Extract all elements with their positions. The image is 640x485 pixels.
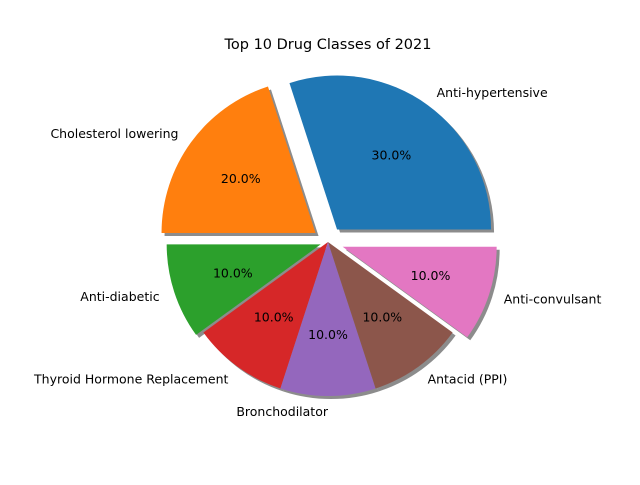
percent-label-cholesterol-lowering: 20.0% bbox=[221, 171, 261, 186]
chart-title: Top 10 Drug Classes of 2021 bbox=[224, 37, 432, 53]
slice-bronchodilator bbox=[280, 242, 376, 396]
slice-antacid-ppi bbox=[328, 242, 453, 389]
slice-cholesterol-lowering bbox=[161, 86, 316, 233]
slice-anti-diabetic bbox=[166, 244, 321, 335]
category-label-cholesterol-lowering: Cholesterol lowering bbox=[50, 126, 178, 141]
category-label-bronchodilator: Bronchodilator bbox=[236, 404, 329, 419]
category-labels: Anti-hypertensive Cholesterol lowering Ant… bbox=[33, 85, 601, 419]
percent-label-bronchodilator: 10.0% bbox=[308, 327, 348, 342]
category-label-antacid-ppi: Antacid (PPI) bbox=[428, 372, 508, 387]
category-label-anti-hypertensive: Anti-hypertensive bbox=[437, 85, 548, 100]
percent-label-anti-diabetic: 10.0% bbox=[213, 265, 253, 280]
category-label-thyroid-hormone-replacement: Thyroid Hormone Replacement bbox=[33, 372, 228, 387]
slice-anti-convulsant bbox=[342, 246, 497, 338]
category-label-anti-diabetic: Anti-diabetic bbox=[80, 289, 159, 304]
percent-label-anti-hypertensive: 30.0% bbox=[372, 147, 412, 162]
slice-thyroid-hormone-replacement bbox=[203, 242, 328, 389]
percent-label-thyroid-hormone-replacement: 10.0% bbox=[254, 309, 294, 324]
slices bbox=[161, 75, 497, 396]
category-label-anti-convulsant: Anti-convulsant bbox=[504, 292, 602, 307]
slice-anti-hypertensive bbox=[289, 75, 492, 230]
percent-label-antacid-ppi: 10.0% bbox=[362, 309, 402, 324]
percent-labels: 30.0% 20.0% 10.0% 10.0% 10.0% 10.0% 10.0% bbox=[213, 147, 451, 342]
percent-label-anti-convulsant: 10.0% bbox=[411, 268, 451, 283]
